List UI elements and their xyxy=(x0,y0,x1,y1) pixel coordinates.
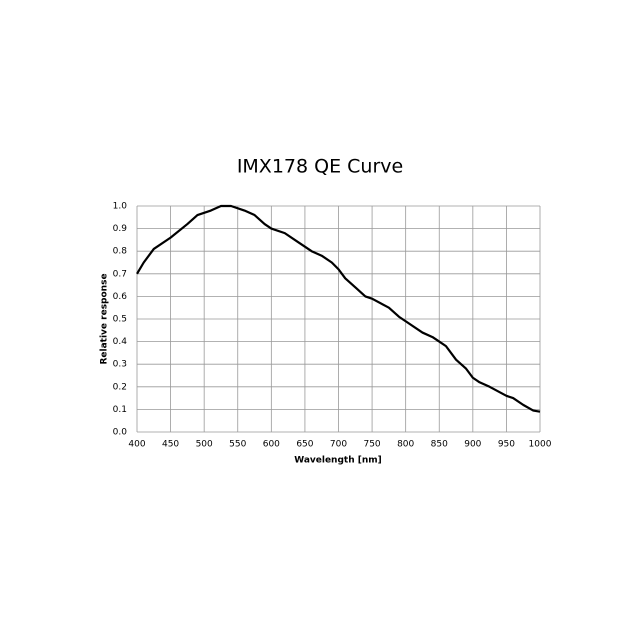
y-tick-label: 0.1 xyxy=(113,405,127,415)
x-tick-label: 600 xyxy=(263,440,280,450)
x-tick-label: 950 xyxy=(498,440,515,450)
x-tick-label: 900 xyxy=(464,440,481,450)
x-tick-label: 750 xyxy=(363,440,380,450)
x-tick-label: 550 xyxy=(229,440,246,450)
y-tick-label: 0.4 xyxy=(113,337,128,347)
x-tick-label: 400 xyxy=(128,440,145,450)
y-tick-label: 0.9 xyxy=(113,224,128,234)
y-tick-label: 0.3 xyxy=(113,360,127,370)
x-tick-label: 850 xyxy=(431,440,448,450)
chart-title: IMX178 QE Curve xyxy=(237,156,403,178)
y-tick-label: 0.2 xyxy=(113,382,127,392)
y-tick-label: 0.5 xyxy=(113,315,127,325)
data-line xyxy=(136,204,541,413)
x-tick-label: 1000 xyxy=(529,440,552,450)
x-axis-label: Wavelength [nm] xyxy=(294,456,382,466)
y-tick-label: 0.0 xyxy=(113,428,128,438)
y-tick-label: 0.8 xyxy=(113,247,128,257)
x-tick-label: 650 xyxy=(296,440,313,450)
x-tick-label: 800 xyxy=(397,440,414,450)
x-tick-label: 500 xyxy=(196,440,213,450)
x-tick-label: 450 xyxy=(162,440,179,450)
x-tick-label: 700 xyxy=(330,440,347,450)
y-tick-label: 0.7 xyxy=(113,269,127,279)
y-tick-label: 1.0 xyxy=(113,202,128,212)
y-axis-label: Relative response xyxy=(100,273,110,364)
y-tick-label: 0.6 xyxy=(113,292,128,302)
